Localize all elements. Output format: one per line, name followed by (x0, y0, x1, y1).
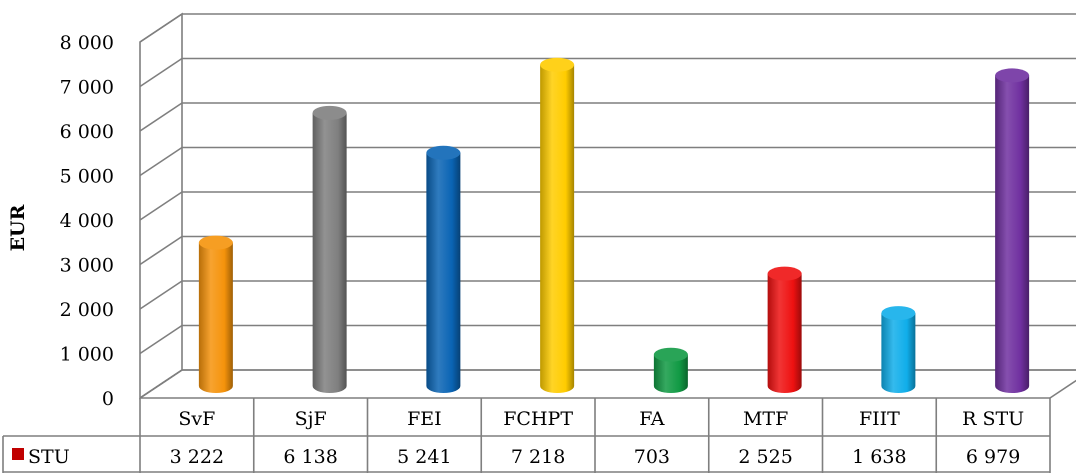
y-tick-label: 4 000 (60, 210, 114, 232)
bar-body (426, 152, 461, 394)
bar-fiit (881, 306, 916, 394)
data-label: 7 218 (511, 446, 565, 468)
y-axis-ticks: 0 1 000 2 000 3 000 4 000 5 000 6 000 7 000 8 00… (60, 32, 114, 410)
category-label: R STU (962, 408, 1024, 430)
floor-edge (139, 369, 1076, 399)
bar-body (198, 242, 233, 394)
data-label: 6 138 (283, 446, 337, 468)
y-axis-title: EUR (7, 204, 29, 251)
category-label: SjF (295, 408, 327, 430)
gridline (139, 13, 1076, 43)
gridline (139, 146, 1076, 177)
bar-sjf (312, 105, 347, 394)
category-label: FCHPT (503, 408, 573, 430)
bar-top (767, 266, 802, 281)
data-label: 6 979 (966, 446, 1020, 468)
y-tick-label: 6 000 (60, 121, 114, 143)
category-label: FA (639, 408, 665, 430)
bars (198, 57, 1030, 394)
bar-svf (198, 235, 233, 394)
data-label: 703 (634, 446, 670, 468)
category-label: FIIT (859, 408, 900, 430)
bar-body (995, 75, 1030, 394)
bar-top (653, 347, 688, 362)
gridline (139, 280, 1076, 310)
y-tick-label: 1 000 (60, 344, 114, 366)
gridline (139, 102, 1076, 132)
bar-top (995, 68, 1030, 83)
bar-mtf (767, 266, 802, 394)
data-label: 3 222 (170, 446, 224, 468)
gridline (139, 324, 1076, 355)
chart-walls (139, 12, 1076, 400)
y-tick-label: 5 000 (60, 166, 114, 188)
bar-fei (426, 145, 461, 394)
bar-body (767, 273, 802, 394)
category-label: FEI (407, 408, 442, 430)
bar-fa (653, 347, 688, 394)
bar-top (198, 235, 233, 250)
gridline (139, 369, 1076, 399)
y-tick-label: 3 000 (60, 255, 114, 277)
bar-body (881, 313, 916, 394)
y-tick-label: 0 (102, 388, 114, 410)
category-label: SvF (178, 408, 215, 430)
bar-r-stu (995, 68, 1030, 394)
legend-label: STU (28, 446, 70, 468)
gridlines (139, 13, 1076, 399)
y-tick-label: 7 000 (60, 77, 114, 99)
bar-top (881, 306, 916, 321)
data-label: 2 525 (738, 446, 792, 468)
bar-body (540, 64, 575, 394)
gridline (139, 191, 1076, 221)
bar-body (312, 112, 347, 394)
y-tick-label: 8 000 (60, 32, 114, 54)
data-table: SvF 3 222 SjF 6 138 FEI 5 241 FCHPT 7 218 FA 703 M… (2, 397, 1051, 473)
bar-top (540, 57, 575, 72)
gridline (139, 235, 1076, 266)
bar-fchpt (540, 57, 575, 394)
bar-top (312, 105, 347, 120)
category-label: MTF (743, 408, 788, 430)
gridline (139, 57, 1076, 88)
y-tick-label: 2 000 (60, 299, 114, 321)
data-label: 1 638 (852, 446, 906, 468)
legend-key (12, 448, 24, 460)
bar-body (653, 354, 688, 394)
bar-top (426, 145, 461, 160)
data-label: 5 241 (397, 446, 451, 468)
